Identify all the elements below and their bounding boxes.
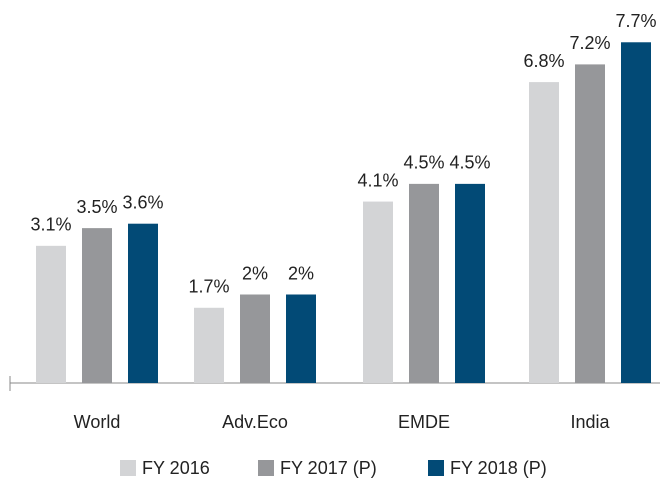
data-label: 1.7% [188, 277, 229, 297]
legend-swatch [428, 460, 444, 476]
data-label: 4.1% [357, 170, 398, 190]
bar [194, 307, 224, 383]
bar [36, 245, 66, 383]
x-tick-label: World [74, 412, 121, 432]
legend-label: FY 2018 (P) [450, 458, 547, 478]
bar [128, 223, 158, 383]
data-label: 4.5% [449, 153, 490, 173]
bar [529, 82, 559, 383]
data-label: 2% [242, 263, 268, 283]
bar [455, 183, 485, 383]
bar [82, 228, 112, 383]
bar [286, 294, 316, 383]
x-tick-label: EMDE [398, 412, 450, 432]
bar [621, 42, 651, 384]
data-label: 7.2% [569, 33, 610, 53]
data-label: 3.1% [30, 215, 71, 235]
data-label: 7.7% [615, 11, 656, 31]
bar [409, 183, 439, 383]
x-tick-label: Adv.Eco [222, 412, 288, 432]
legend-swatch [258, 460, 274, 476]
legend-swatch [120, 460, 136, 476]
bar [363, 201, 393, 383]
legend-label: FY 2017 (P) [280, 458, 377, 478]
bar [240, 294, 270, 383]
x-tick-label: India [570, 412, 610, 432]
data-label: 6.8% [523, 51, 564, 71]
data-label: 3.5% [76, 197, 117, 217]
data-label: 2% [288, 263, 314, 283]
legend-label: FY 2016 [142, 458, 210, 478]
data-label: 4.5% [403, 153, 444, 173]
data-label: 3.6% [122, 192, 163, 212]
bar [575, 64, 605, 384]
